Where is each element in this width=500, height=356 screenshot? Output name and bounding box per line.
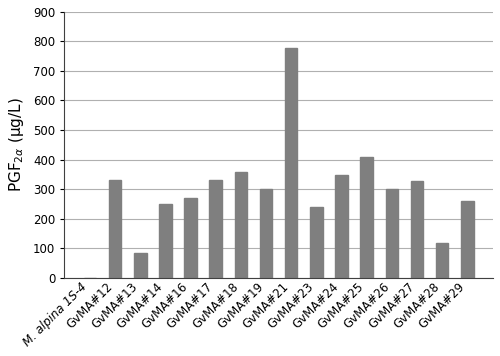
Bar	[461, 201, 473, 278]
Bar	[159, 204, 172, 278]
Bar	[260, 189, 272, 278]
Bar	[410, 181, 424, 278]
Bar	[234, 172, 247, 278]
Bar	[386, 189, 398, 278]
Bar	[335, 175, 348, 278]
Bar	[109, 180, 122, 278]
Bar	[310, 207, 322, 278]
Bar	[210, 180, 222, 278]
Bar	[134, 253, 146, 278]
Bar	[184, 199, 197, 278]
Bar	[360, 157, 373, 278]
Bar	[285, 48, 298, 278]
Y-axis label: PGF$_{2\alpha}$ (μg/L): PGF$_{2\alpha}$ (μg/L)	[7, 98, 26, 192]
Bar	[436, 243, 448, 278]
